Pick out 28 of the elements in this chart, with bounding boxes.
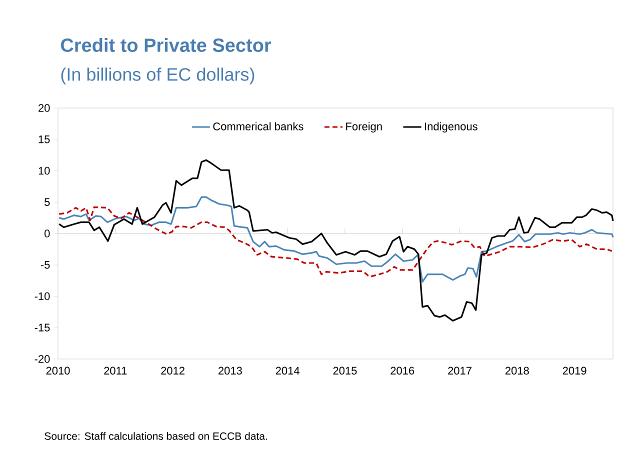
x-tick-label: 2012 xyxy=(161,366,184,375)
chart-title: Credit to Private Sector xyxy=(60,38,272,52)
line-series xyxy=(58,206,613,278)
y-tick-label: -20 xyxy=(34,355,50,363)
chart-subtitle: (In billions of EC dollars) xyxy=(61,68,254,84)
legend-label: Foreign xyxy=(346,122,382,132)
source-note: Source: Staff calculations based on ECCB data. xyxy=(44,432,267,440)
y-tick-label: 20 xyxy=(38,104,50,112)
x-tick-label: 2018 xyxy=(505,366,529,375)
y-tick-label: -5 xyxy=(40,261,50,269)
x-tick-label: 2014 xyxy=(276,366,300,375)
x-tick-label: 2019 xyxy=(562,366,586,375)
x-tick-label: 2010 xyxy=(46,366,70,375)
x-tick-label: 2011 xyxy=(104,366,127,375)
line-series xyxy=(58,196,614,283)
x-tick-label: 2016 xyxy=(390,366,414,375)
x-tick-label: 2013 xyxy=(218,366,242,375)
y-tick-label: 0 xyxy=(44,230,50,238)
y-tick-label: 5 xyxy=(44,198,50,206)
line-series xyxy=(58,159,614,322)
legend-label: Indigenous xyxy=(425,122,478,132)
y-tick-label: 15 xyxy=(38,136,50,144)
y-tick-label: -10 xyxy=(34,292,50,300)
y-tick-label: 10 xyxy=(38,166,50,175)
legend-label: Commerical banks xyxy=(213,122,304,130)
x-tick-label: 2017 xyxy=(448,366,472,375)
y-tick-label: -15 xyxy=(34,324,50,332)
x-tick-label: 2015 xyxy=(333,366,357,375)
